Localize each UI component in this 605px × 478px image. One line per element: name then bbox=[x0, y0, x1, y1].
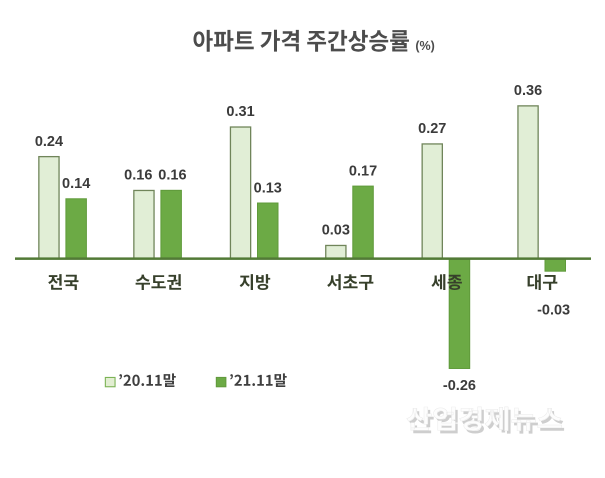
svg-text:0.14: 0.14 bbox=[62, 176, 90, 192]
svg-text:0.31: 0.31 bbox=[226, 104, 254, 120]
svg-text:0.03: 0.03 bbox=[322, 223, 350, 239]
svg-text:-0.03: -0.03 bbox=[537, 302, 570, 318]
svg-text:0.27: 0.27 bbox=[418, 121, 446, 137]
svg-text:(%): (%) bbox=[415, 39, 434, 53]
svg-text:0.36: 0.36 bbox=[514, 83, 542, 99]
svg-text:0.17: 0.17 bbox=[349, 163, 377, 179]
svg-text:0.16: 0.16 bbox=[124, 168, 152, 184]
svg-text:0.16: 0.16 bbox=[158, 168, 186, 184]
svg-text:0.24: 0.24 bbox=[35, 134, 63, 150]
svg-text:0.13: 0.13 bbox=[254, 180, 282, 196]
svg-text:-0.26: -0.26 bbox=[443, 378, 476, 394]
